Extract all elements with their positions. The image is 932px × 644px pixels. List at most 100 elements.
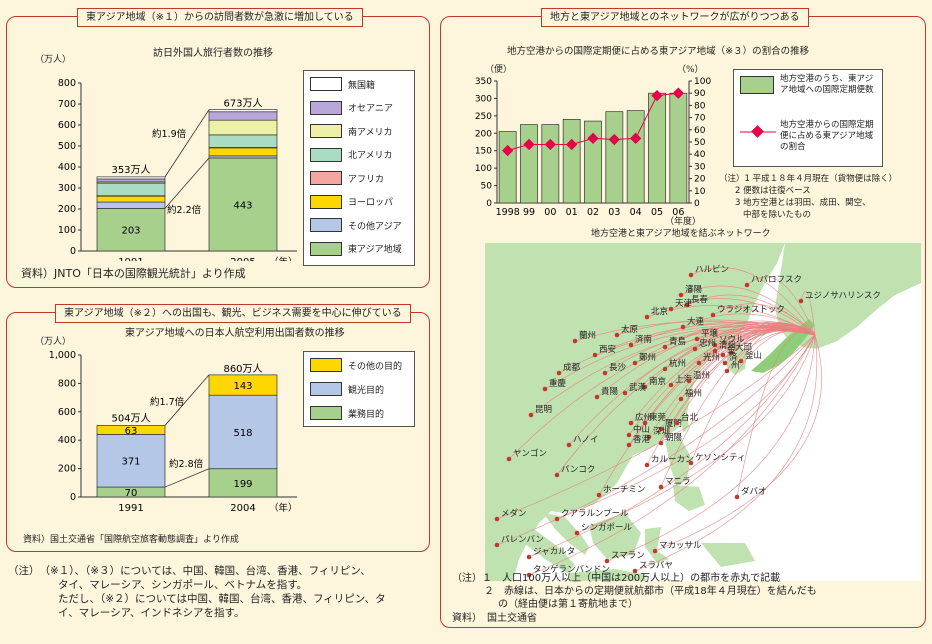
bar <box>498 131 517 204</box>
city-dot <box>644 462 650 468</box>
x-tick-label: 1991 <box>118 257 143 261</box>
footer-right-3: の（経由便は第１寄航地まで） <box>498 599 638 610</box>
land-mindanao <box>673 485 705 511</box>
legend-line-swatch <box>740 125 776 138</box>
city-dot <box>658 426 664 432</box>
panel-visitors-title: 東アジア地域（※１）からの訪問者数が急激に増加している <box>77 8 363 27</box>
city-dot <box>724 368 730 374</box>
city-label: 広州 <box>635 412 652 423</box>
city-label: マカッサル <box>659 541 702 551</box>
y-tick-label-left: 150 <box>475 147 492 157</box>
route-line <box>576 334 816 534</box>
city-label: 北京 <box>651 306 668 317</box>
legend-label: その他アジア <box>348 221 402 232</box>
legend-swatch <box>310 194 342 209</box>
chart2-unit: （万人） <box>35 337 72 347</box>
legend-label: 東アジア地域 <box>348 245 402 255</box>
x-unit: （年） <box>269 256 298 261</box>
bar <box>541 124 560 204</box>
panel-network: 地方と東アジア地域とのネットワークが広がりつつある 地方空港からの国際定期便に占… <box>440 8 926 628</box>
chart3-x-unit: （年度） <box>665 217 702 227</box>
y-tick-label: 400 <box>58 435 76 446</box>
city-label: 釜山 <box>745 350 762 361</box>
x-tick-label: 1991 <box>118 503 143 513</box>
city-dot <box>696 360 702 366</box>
city-dot <box>494 516 500 522</box>
bar-segment-2 <box>208 374 278 396</box>
y-tick-label-right: 60 <box>694 126 706 136</box>
footer-right-4: 資料） 国土交通省 <box>452 613 537 624</box>
legend-item: ヨーロッパ <box>310 194 393 209</box>
route-line <box>690 329 816 464</box>
connector-total <box>164 109 210 178</box>
legend-item: 無国籍 <box>310 77 375 91</box>
land-newguinea <box>701 543 755 567</box>
legend-item: オセアニア <box>310 100 393 115</box>
city-label: バンコク <box>561 465 595 475</box>
y-tick-label-right: 80 <box>694 101 706 111</box>
route-line <box>746 276 816 336</box>
x-tick-label: 06 <box>672 207 684 218</box>
city-dot <box>686 378 692 384</box>
route-line <box>686 294 816 336</box>
data-label: 371 <box>121 457 140 468</box>
legend-item: その他アジア <box>310 218 402 232</box>
route-line <box>680 285 816 336</box>
city-dot <box>494 542 500 548</box>
total-label-2005: 673万人 <box>223 98 262 110</box>
bar <box>669 92 688 204</box>
x-tick-label: 03 <box>608 207 620 218</box>
x-tick-label: 04 <box>630 207 642 218</box>
legend-line-label: 地方空港からの国際定期便に占める東アジア地域の割合 <box>780 120 874 152</box>
route-line <box>606 334 816 562</box>
y-tick-label: 0 <box>70 492 76 503</box>
legend-item: 業務目的 <box>310 406 384 420</box>
bar <box>562 118 581 204</box>
city-dot <box>668 382 674 388</box>
bar-segment-1 <box>208 394 278 470</box>
data-label: 70 <box>125 488 138 499</box>
y-tick-label: 300 <box>58 183 76 194</box>
city-dot <box>688 460 694 466</box>
city-label: 太原 <box>621 324 638 335</box>
city-dot <box>684 302 690 308</box>
connector-base <box>164 157 210 209</box>
bar-segment-2 <box>208 147 278 157</box>
city-label: ダバオ <box>741 486 767 497</box>
city-dot <box>658 484 664 490</box>
y-tick-label: 600 <box>58 120 76 131</box>
city-label: 深圳 <box>653 426 670 437</box>
footer-right-2: ２ 赤線は、日本からの定期便就航都市（平成18年４月現在）を結んだも <box>484 586 817 597</box>
y-tick-label-right: 30 <box>694 162 706 172</box>
ratio-label-tourism: 約2.8倍 <box>169 458 204 470</box>
legend-label: 北アメリカ <box>348 151 393 161</box>
city-dot <box>662 366 668 372</box>
legend-bar-swatch <box>740 76 774 94</box>
bar-segment-2 <box>96 195 166 203</box>
city-dot <box>528 412 534 418</box>
city-label: 大連 <box>687 316 705 327</box>
city-dot <box>642 384 648 390</box>
city-label: マニラ <box>665 477 691 487</box>
legend-item: 観光目的 <box>310 382 384 396</box>
y-tick-label-left: 200 <box>475 129 492 139</box>
legend-swatch <box>310 124 342 138</box>
city-dot <box>644 314 650 320</box>
city-label: ヤンゴン <box>513 448 547 459</box>
city-label: 長春 <box>691 294 709 305</box>
footer-left-4: イ、マレーシア、インドネシアを指す。 <box>58 607 245 619</box>
route-line <box>654 334 822 552</box>
city-label: ジャカルタ <box>533 547 575 557</box>
legend-label: オセアニア <box>348 104 393 114</box>
land-malay <box>543 513 589 555</box>
city-label: 蘭州 <box>579 330 596 341</box>
network-map: ハバロフスク ユジノサハリンスク ハルビン ウラジオストック 瀋陽 長春 天津 北京 大連 平壌 蘭… <box>485 243 921 581</box>
total-label-2004: 860万人 <box>223 363 262 375</box>
city-dot <box>646 434 652 440</box>
legend-swatch <box>310 382 342 396</box>
legend-item: 南アメリカ <box>310 124 393 138</box>
data-label: 518 <box>233 428 252 439</box>
city-label: 重慶 <box>549 378 567 389</box>
total-label-1991: 353万人 <box>111 164 150 176</box>
bar <box>584 120 602 204</box>
